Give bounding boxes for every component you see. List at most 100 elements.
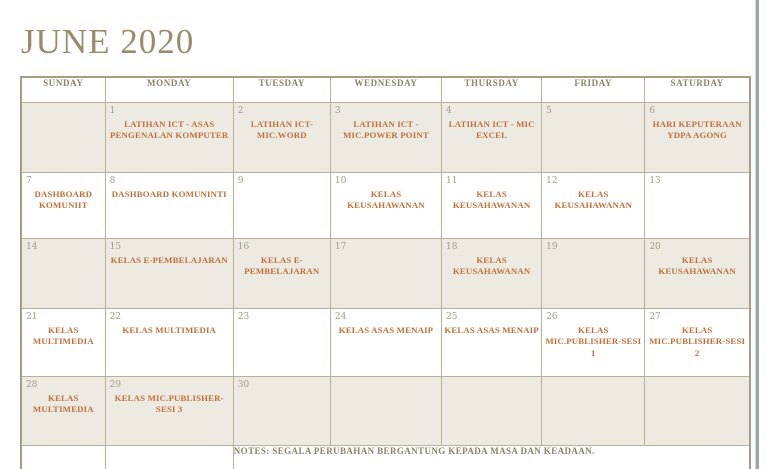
date-number: 29 (109, 379, 122, 390)
date-number: 16 (237, 241, 250, 252)
date-number: 28 (26, 379, 38, 390)
date-number: 15 (109, 241, 122, 252)
week-row-4: 21 KELAS MULTIMEDIA 22 KELAS MULTIMEDIA 23 24… (20, 307, 751, 377)
event-label: KELAS KEUSAHAWANAN (452, 188, 531, 211)
notes-row: NOTES: SEGALA PERUBAHAN BERGANTUNG KEPAD… (20, 444, 751, 469)
day-cell-empty (541, 375, 646, 446)
day-cell-17: 17 (329, 237, 443, 309)
day-cell-8: 8 DASHBOARD KOMUNINTI (104, 171, 234, 239)
day-cell-22: 22 KELAS MULTIMEDIA (104, 307, 234, 377)
date-number: 5 (546, 105, 552, 116)
notes-row-empty-cell (104, 444, 234, 469)
event-label: DASHBOARD KOMUNINTI (111, 188, 227, 199)
date-number: 10 (334, 175, 347, 186)
notes-cell: NOTES: SEGALA PERUBAHAN BERGANTUNG KEPAD… (232, 444, 751, 469)
event-label: LATIHAN ICT - ASAS PENGENALAN KOMPUTER (109, 118, 229, 141)
day-cell-empty (329, 375, 443, 446)
date-number (443, 377, 541, 392)
weekday-tuesday: TUESDAY (232, 76, 331, 103)
day-cell-13: 13 (644, 171, 751, 239)
day-cell-21: 21 KELAS MULTIMEDIA (20, 307, 106, 377)
week-row-3: 14 15 KELAS E-PEMBELAJARAN 16 KELAS E-PEMBEL… (20, 237, 751, 309)
event-label: LATIHAN ICT - MIC EXCEL (448, 118, 535, 141)
date-number (331, 377, 440, 392)
day-cell-14: 14 (20, 237, 106, 309)
date-number: 4 (446, 105, 452, 116)
date-number: 23 (237, 311, 250, 322)
day-cell-15: 15 KELAS E-PEMBELAJARAN (104, 237, 234, 309)
day-cell-4: 4 LATIHAN ICT - MIC EXCEL (441, 101, 543, 173)
event-label: KELAS MIC.PUBLISHER-SESI 3 (114, 392, 224, 415)
day-cell-30: 30 (232, 375, 331, 446)
day-cell-11: 11 KELAS KEUSAHAWANAN (441, 171, 543, 239)
day-cell-empty (20, 101, 106, 173)
date-number: 12 (546, 175, 558, 186)
event-label: KELAS KEUSAHAWANAN (658, 254, 736, 277)
week-row-2: 7 DASHBOARD KOMUNIIT 8 DASHBOARD KOMUNINTI 9… (20, 171, 751, 239)
event-label: KELAS MULTIMEDIA (32, 392, 94, 415)
weekday-saturday: SATURDAY (644, 76, 751, 103)
event-label: LATIHAN ICT- MIC.WORD (250, 118, 313, 141)
date-number: 8 (109, 175, 116, 186)
date-number: 17 (334, 241, 347, 252)
day-cell-19: 19 (541, 237, 646, 309)
date-number: 18 (446, 241, 458, 252)
window-edge-scrollbar[interactable] (755, 0, 759, 469)
date-number: 26 (546, 311, 558, 322)
date-number: 3 (334, 105, 341, 116)
date-number: 14 (26, 241, 38, 252)
day-cell-5: 5 (541, 101, 646, 173)
day-cell-27: 27 KELAS MIC.PUBLISHER-SESI 2 (644, 307, 751, 377)
date-number: 13 (649, 175, 661, 186)
day-cell-empty (441, 375, 543, 446)
day-cell-2: 2 LATIHAN ICT- MIC.WORD (232, 101, 331, 173)
event-label: DASHBOARD KOMUNIIT (34, 188, 93, 211)
day-cell-9: 9 (232, 171, 331, 239)
date-number: 27 (649, 311, 661, 322)
weekday-monday: MONDAY (104, 76, 234, 103)
day-cell-28: 28 KELAS MULTIMEDIA (20, 375, 106, 446)
event-label: KELAS ASAS MENAIP (444, 324, 539, 335)
week-row-1: 1 LATIHAN ICT - ASAS PENGENALAN KOMPUTER 2… (20, 101, 751, 173)
week-row-5: 28 KELAS MULTIMEDIA 29 KELAS MIC.PUBLISHER-… (20, 375, 751, 446)
day-cell-18: 18 KELAS KEUSAHAWANAN (441, 237, 543, 309)
event-label: KELAS KEUSAHAWANAN (347, 188, 425, 211)
date-number (543, 377, 644, 392)
notes-row-empty-cell (20, 444, 106, 469)
event-label: KELAS KEUSAHAWANAN (452, 254, 531, 277)
event-label: KELAS E-PEMBELAJARAN (110, 254, 228, 265)
date-number (646, 377, 749, 392)
notes-text: NOTES: SEGALA PERUBAHAN BERGANTUNG KEPAD… (233, 445, 595, 456)
calendar-grid: SUNDAY MONDAY TUESDAY WEDNESDAY THURSDAY… (20, 76, 751, 469)
weekday-header-row: SUNDAY MONDAY TUESDAY WEDNESDAY THURSDAY… (20, 76, 751, 103)
day-cell-7: 7 DASHBOARD KOMUNIIT (20, 171, 106, 239)
date-number: 30 (237, 379, 250, 390)
event-label: HARI KEPUTERAAN YDPA AGONG (652, 118, 742, 141)
weekday-sunday: SUNDAY (20, 76, 106, 103)
page-title: JUNE 2020 (21, 22, 195, 61)
date-number: 24 (334, 311, 347, 322)
day-cell-23: 23 (232, 307, 331, 377)
day-cell-16: 16 KELAS E-PEMBELAJARAN (232, 237, 331, 309)
day-cell-12: 12 KELAS KEUSAHAWANAN (541, 171, 646, 239)
date-number: 25 (446, 311, 458, 322)
event-label: KELAS E-PEMBELAJARAN (244, 254, 320, 277)
day-cell-25: 25 KELAS ASAS MENAIP (441, 307, 543, 377)
event-label: KELAS ASAS MENAIP (338, 324, 434, 335)
day-cell-3: 3 LATIHAN ICT - MIC.POWER POINT (329, 101, 443, 173)
day-cell-20: 20 KELAS KEUSAHAWANAN (644, 237, 751, 309)
date-number: 2 (237, 105, 244, 116)
event-label: LATIHAN ICT - MIC.POWER POINT (343, 118, 429, 141)
weekday-friday: FRIDAY (541, 76, 646, 103)
day-cell-6: 6 HARI KEPUTERAAN YDPA AGONG (644, 101, 751, 173)
event-label: KELAS MULTIMEDIA (122, 324, 217, 335)
date-number: 6 (649, 105, 656, 116)
weekday-thursday: THURSDAY (441, 76, 543, 103)
weekday-wednesday: WEDNESDAY (329, 76, 443, 103)
day-cell-29: 29 KELAS MIC.PUBLISHER-SESI 3 (104, 375, 234, 446)
date-number: 7 (26, 175, 32, 186)
event-label: KELAS MIC.PUBLISHER-SESI 2 (649, 324, 746, 358)
date-number: 1 (109, 105, 116, 116)
event-label: KELAS MULTIMEDIA (32, 324, 94, 347)
